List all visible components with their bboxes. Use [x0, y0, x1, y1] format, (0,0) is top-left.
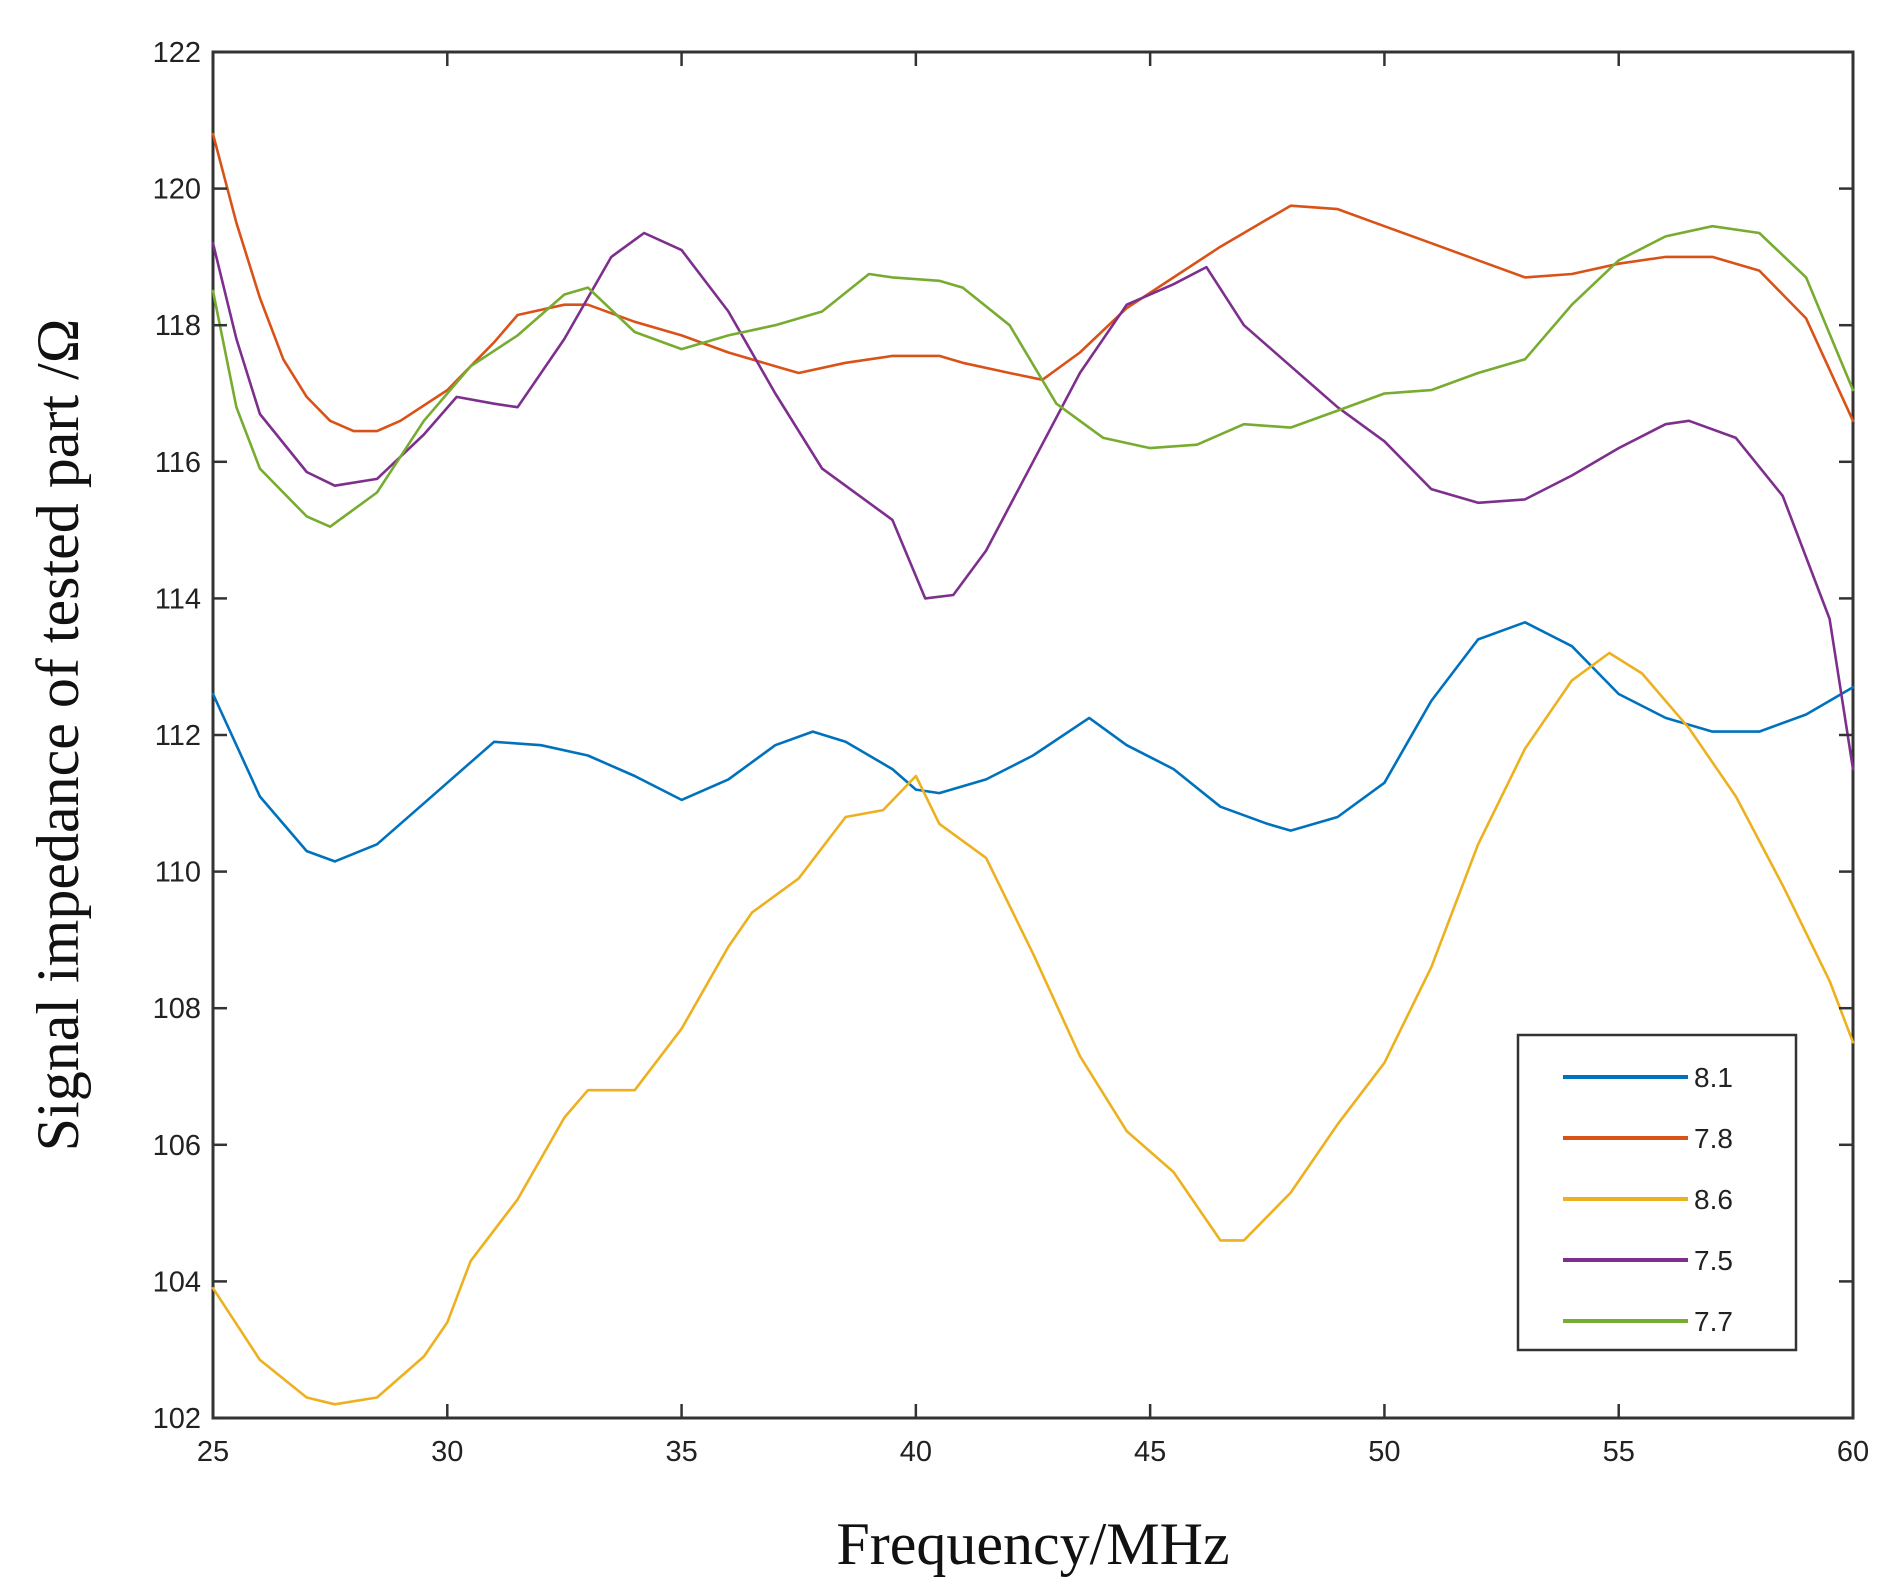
y-tick-label: 102 [153, 1403, 201, 1435]
y-tick-label: 106 [153, 1130, 201, 1162]
x-tick-label: 45 [1134, 1436, 1166, 1468]
legend: 8.1 7.8 8.6 7.5 7.7 [1516, 1033, 1798, 1352]
y-tick-label: 112 [155, 720, 201, 752]
y-tick-label: 116 [155, 447, 201, 479]
y-axis-ticks: 102 104 106 108 110 112 114 116 118 120 122 [153, 37, 1853, 1435]
series-layer [211, 132, 1855, 1406]
series-line-7-7 [211, 224, 1855, 528]
legend-label: 7.7 [1694, 1306, 1733, 1337]
y-tick-label: 120 [153, 174, 201, 206]
y-tick-label: 122 [153, 37, 201, 69]
y-tick-label: 110 [155, 857, 201, 889]
legend-label: 8.6 [1694, 1184, 1733, 1215]
y-axis-title: Signal impedance of tested part /Ω [25, 319, 91, 1152]
legend-label: 8.1 [1694, 1062, 1733, 1093]
x-tick-label: 25 [197, 1436, 229, 1468]
x-tick-label: 40 [900, 1436, 932, 1468]
plot-area: 25 30 35 40 45 50 55 60 102 104 106 108 110 112 114 11… [153, 37, 1870, 1468]
x-tick-label: 35 [665, 1436, 697, 1468]
series-line-8-6 [211, 651, 1855, 1406]
legend-box [1516, 1033, 1798, 1352]
x-tick-label: 60 [1837, 1436, 1869, 1468]
y-tick-label: 118 [155, 310, 201, 342]
x-tick-label: 55 [1603, 1436, 1635, 1468]
legend-label: 7.5 [1694, 1245, 1733, 1276]
y-tick-label: 114 [155, 583, 201, 615]
legend-entries: 8.1 7.8 8.6 7.5 7.7 [1563, 1062, 1733, 1337]
y-tick-label: 108 [153, 993, 201, 1025]
series-line-7-5 [211, 231, 1855, 771]
x-axis-ticks: 25 30 35 40 45 50 55 60 [197, 52, 1869, 1468]
series-line-7-8 [211, 132, 1855, 433]
series-line-8-1 [211, 621, 1855, 863]
x-axis-title: Frequency/MHz [836, 1511, 1229, 1577]
y-tick-label: 104 [153, 1266, 201, 1298]
x-tick-label: 30 [431, 1436, 463, 1468]
x-tick-label: 50 [1368, 1436, 1400, 1468]
legend-label: 7.8 [1694, 1123, 1733, 1154]
